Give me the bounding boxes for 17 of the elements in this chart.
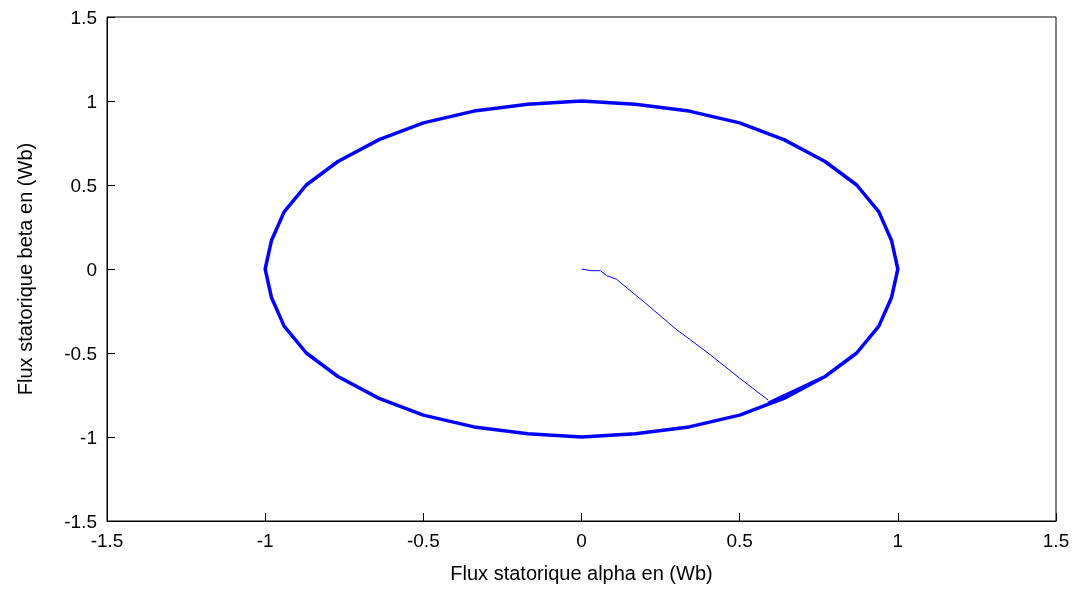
x-axis-title: Flux statorique alpha en (Wb) — [450, 562, 713, 584]
y-tick-label: -1.5 — [64, 510, 97, 532]
x-tick-label: 1.5 — [1042, 530, 1070, 551]
x-tick-label: 1 — [892, 530, 904, 551]
line-series — [581, 268, 769, 401]
y-axis-title: Flux statorique beta en (Wb) — [14, 142, 36, 396]
x-tick-label: 0 — [576, 530, 587, 551]
y-tick-label: 1.5 — [70, 6, 97, 28]
y-tick-label: 0.5 — [70, 174, 97, 196]
x-tick-label: -1 — [256, 530, 274, 551]
line-series — [263, 99, 900, 439]
y-tick-label: 0 — [86, 258, 97, 280]
x-tick-label: 0.5 — [726, 530, 753, 551]
y-tick-label: -1 — [80, 426, 97, 448]
x-tick-label: -0.5 — [406, 530, 440, 551]
y-tick-label: 1 — [86, 90, 97, 112]
y-tick-label: -0.5 — [64, 342, 97, 364]
